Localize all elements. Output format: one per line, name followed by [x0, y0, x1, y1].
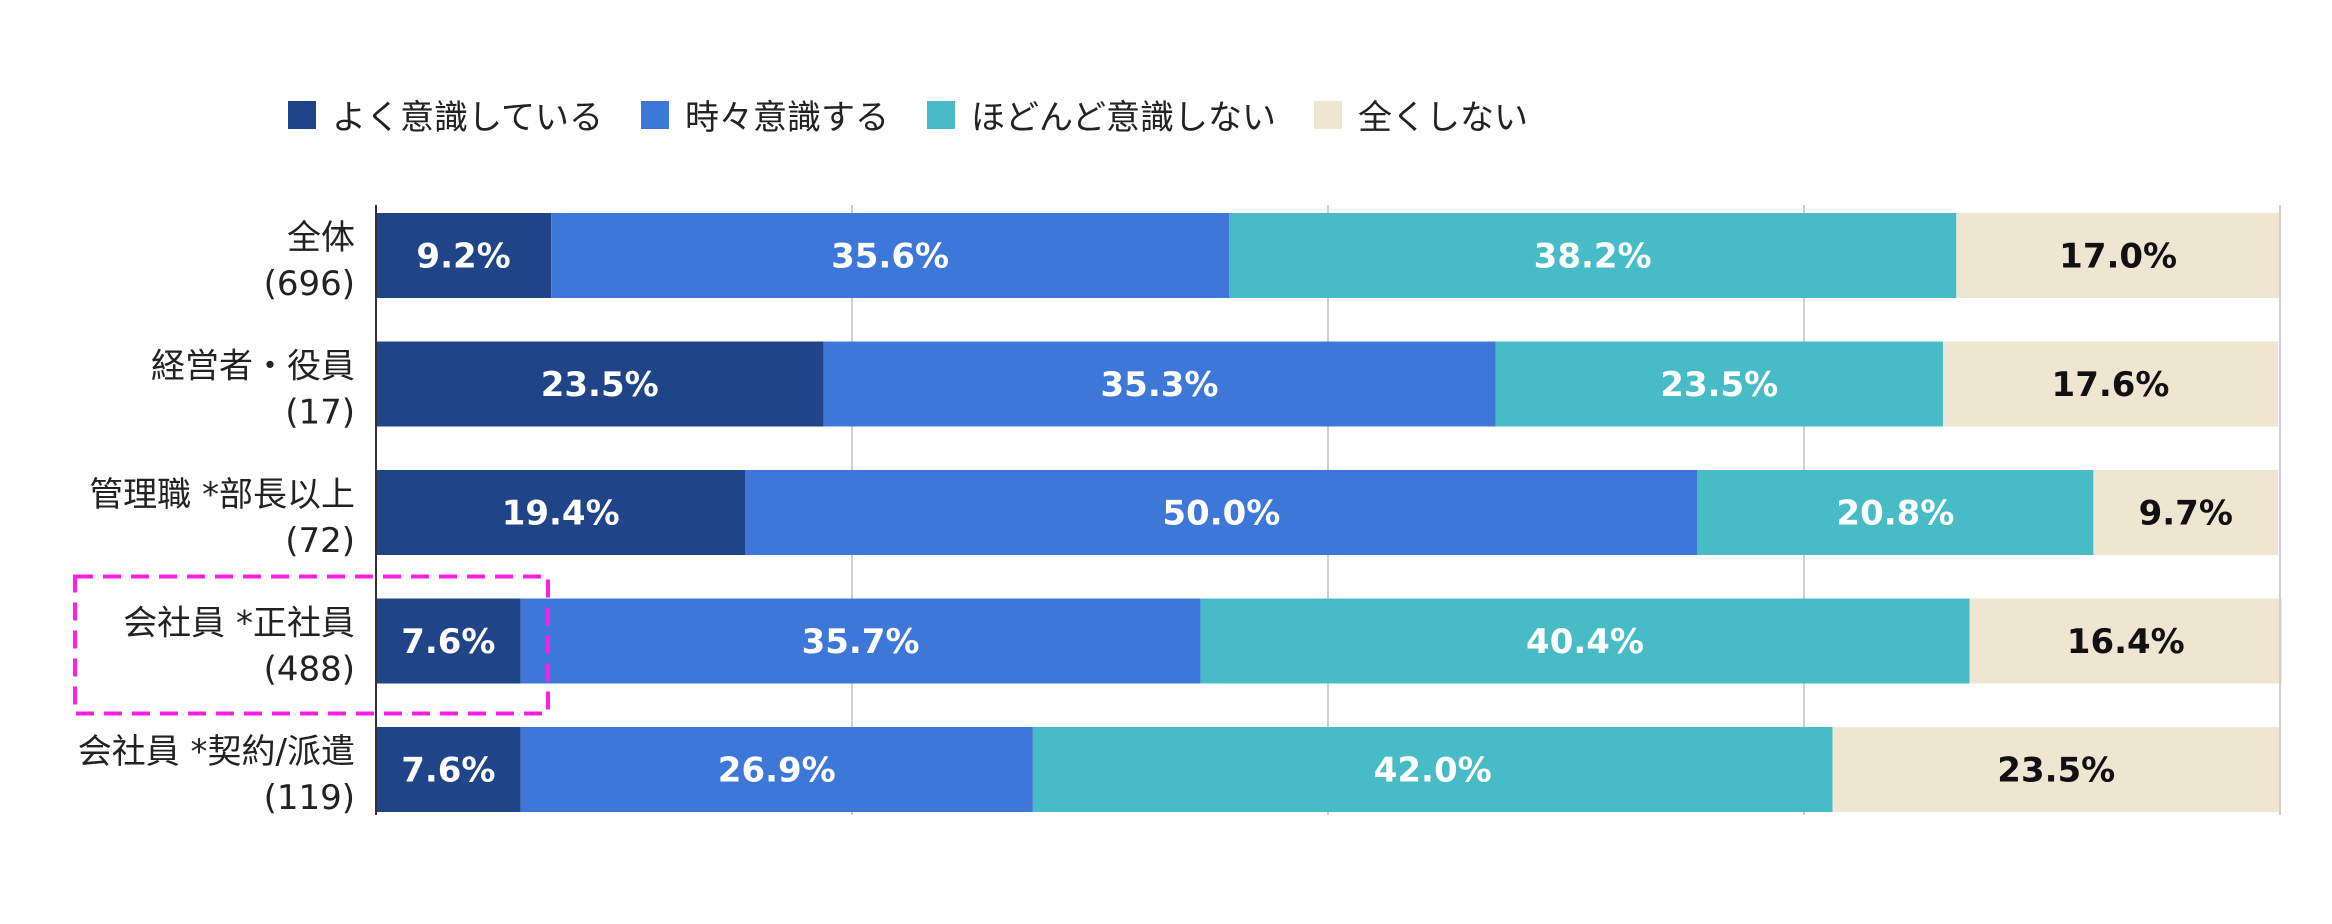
category-label: 管理職 *部長以上	[89, 475, 355, 515]
data-label: 38.2%	[1534, 237, 1652, 277]
data-label: 23.5%	[1997, 751, 2115, 791]
data-label: 9.2%	[416, 237, 510, 277]
legend-item: よく意識している	[288, 90, 603, 139]
data-label: 35.6%	[831, 237, 949, 277]
legend-item: ほどんど意識しない	[926, 90, 1276, 139]
bar-segment	[520, 598, 1201, 684]
bar-segment	[2093, 470, 2279, 555]
data-label: 26.9%	[718, 751, 836, 791]
bar-segment	[745, 470, 1698, 555]
data-label: 50.0%	[1162, 494, 1280, 534]
bar-segment	[1956, 213, 2280, 298]
data-label: 23.5%	[1660, 365, 1778, 405]
bar-segment	[1697, 470, 2094, 555]
data-label: 23.5%	[541, 365, 659, 405]
bar-segment	[376, 341, 824, 427]
category-count: (72)	[285, 521, 355, 561]
legend-swatch	[926, 100, 955, 129]
category-label: 会社員 *正社員	[123, 604, 355, 644]
legend-label: ほどんど意識しない	[970, 98, 1276, 138]
bar-segment	[1495, 341, 1943, 427]
legend-item: 全くしない	[1313, 90, 1528, 139]
data-label: 40.4%	[1526, 622, 1644, 662]
bar-segment	[1969, 598, 2282, 684]
bar-segment	[1832, 727, 2280, 812]
bar-segment	[823, 341, 1496, 427]
highlight-box	[73, 574, 550, 716]
legend-swatch	[640, 100, 669, 129]
data-label: 19.4%	[502, 494, 620, 534]
bar-segment	[1942, 341, 2279, 427]
data-label: 20.8%	[1836, 494, 1954, 534]
bar-segment	[1032, 727, 1833, 812]
data-label: 7.6%	[401, 751, 495, 791]
legend-item: 時々意識する	[640, 90, 889, 139]
legend-label: 全くしない	[1357, 98, 1528, 138]
category-label: 経営者・役員	[151, 347, 355, 387]
legend-label: よく意識している	[332, 98, 603, 138]
data-label: 17.6%	[2052, 365, 2170, 405]
data-label: 9.7%	[2139, 494, 2233, 534]
legend: よく意識している 時々意識する ほどんど意識しない 全くしない	[288, 90, 1566, 139]
category-count: (488)	[264, 650, 355, 690]
bar-segment	[1200, 598, 1970, 684]
legend-swatch	[1313, 100, 1342, 129]
category-count: (696)	[264, 264, 355, 304]
bar-segment	[376, 727, 521, 812]
bar-segment	[376, 213, 552, 298]
legend-swatch	[288, 100, 316, 129]
category-label: 会社員 *契約/派遣	[78, 732, 355, 772]
bar-segment	[520, 727, 1033, 812]
data-label: 17.0%	[2059, 237, 2177, 277]
category-count: (119)	[264, 778, 355, 818]
bar-segment	[376, 470, 746, 555]
data-label: 7.6%	[401, 622, 495, 662]
data-label: 35.7%	[802, 622, 920, 662]
category-label: 全体	[287, 218, 355, 258]
bar-segment	[376, 598, 521, 684]
data-label: 35.3%	[1101, 365, 1219, 405]
bar-segment	[551, 213, 1229, 298]
data-label: 42.0%	[1374, 751, 1492, 791]
category-count: (17)	[285, 393, 355, 433]
data-label: 16.4%	[2067, 622, 2185, 662]
legend-label: 時々意識する	[684, 98, 889, 138]
bar-segment	[1228, 213, 1957, 298]
